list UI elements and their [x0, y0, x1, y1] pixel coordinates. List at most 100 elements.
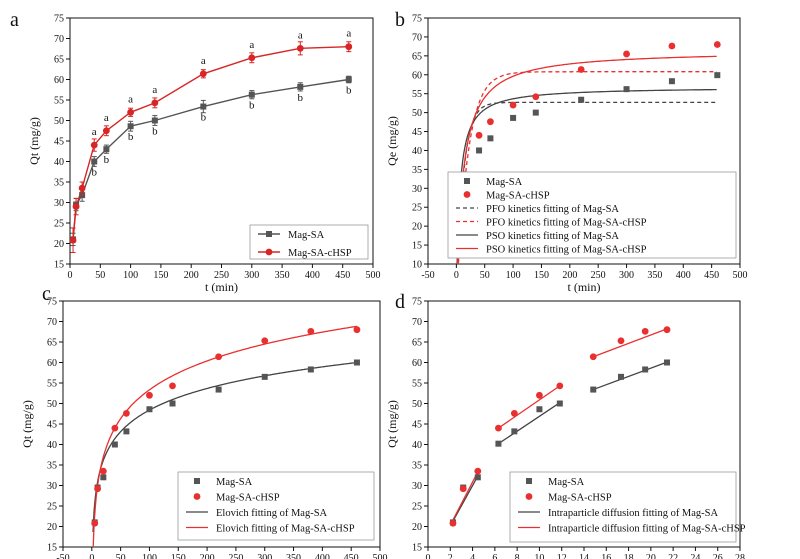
x-tick-label: 0: [89, 553, 94, 559]
y-axis-label: Qt (mg/g): [20, 400, 34, 448]
data-point-circle: [589, 353, 597, 361]
y-tick-label: 50: [54, 116, 64, 127]
data-point-circle: [713, 41, 721, 48]
fit-line-segment: [452, 475, 479, 522]
y-tick-label: 70: [54, 34, 64, 45]
x-tick-label: 150: [171, 553, 186, 559]
panel-letter: a: [10, 9, 19, 31]
data-point-circle: [509, 101, 517, 109]
x-tick-label: 18: [624, 553, 634, 559]
fit-line-segment: [452, 471, 479, 521]
y-tick-label: 65: [412, 338, 422, 349]
significance-label: b: [91, 167, 97, 179]
legend-label: PFO kinetics fitting of Mag-SA-cHSP: [486, 218, 647, 229]
data-point-square: [169, 400, 176, 407]
y-tick-label: 30: [47, 481, 57, 492]
x-tick-label: 500: [733, 270, 748, 281]
data-point-square: [261, 373, 268, 380]
legend: Mag-SA Mag-SA-cHSP: [249, 224, 369, 260]
legend-box: [177, 471, 375, 541]
plot-frame: [427, 17, 741, 265]
legend-label: Mag-SA: [216, 477, 253, 488]
x-axis-label: t (min): [568, 280, 601, 294]
data-point-circle: [215, 353, 223, 361]
significance-label: a: [249, 39, 254, 51]
significance-label: b: [152, 126, 158, 138]
fit-line-segment: [498, 402, 561, 445]
data-point-square: [200, 103, 207, 110]
x-tick-label: 6: [492, 553, 497, 559]
significance-label: a: [298, 29, 303, 41]
data-point-square: [578, 96, 585, 103]
legend-label: PSO kinetics fitting of Mag-SA: [486, 231, 619, 242]
x-tick-label: -50: [421, 270, 434, 281]
x-tick-label: 100: [506, 270, 521, 281]
x-tick-label: 50: [116, 553, 126, 559]
y-tick-label: 40: [412, 146, 422, 157]
y-tick-label: 65: [47, 338, 57, 349]
data-point-circle: [123, 409, 130, 417]
data-point-circle: [577, 66, 585, 73]
y-tick-label: 70: [412, 32, 422, 43]
data-point-square: [215, 386, 222, 393]
chart-panel-d: 0 2 4 6 8 10 12 14 16 18 20 22 24 26 28152025303540455…: [385, 291, 746, 559]
significance-label: a: [92, 126, 97, 138]
legend-label: PFO kinetics fitting of Mag-SA: [486, 204, 619, 215]
x-tick-label: 0: [426, 553, 431, 559]
data-point-circle: [617, 337, 625, 345]
y-tick-label: 15: [54, 260, 64, 271]
fit-line-segment: [498, 385, 561, 429]
data-point-square: [510, 114, 517, 121]
data-point-circle: [663, 326, 671, 334]
fit-curve: [456, 55, 717, 264]
data-point-square: [123, 428, 130, 435]
plot-area: [70, 41, 353, 254]
y-tick-label: 40: [54, 157, 64, 168]
fit-curve: [457, 101, 717, 264]
legend-label: Mag-SA-cHSP: [548, 493, 612, 504]
legend-label: Mag-SA-cHSP: [288, 248, 352, 259]
y-tick-label: 35: [47, 461, 57, 472]
data-point-circle: [495, 424, 502, 432]
significance-label: a: [346, 28, 351, 40]
x-tick-label: 24: [690, 553, 700, 559]
y-axis-label: Qt (mg/g): [385, 400, 399, 448]
x-tick-label: 28: [735, 553, 745, 559]
data-point-square: [487, 135, 494, 142]
data-point-square: [556, 400, 563, 407]
x-tick-label: 500: [366, 270, 381, 281]
y-tick-label: 50: [412, 108, 422, 119]
data-point-circle: [169, 382, 176, 390]
x-axis-label: t (min): [205, 280, 238, 294]
x-tick-label: 200: [200, 553, 215, 559]
x-tick-label: 2: [448, 553, 453, 559]
plot-area: [91, 325, 361, 547]
legend: Mag-SA Mag-SA-cHSP Intraparticle diffusion…: [509, 471, 746, 543]
y-tick-label: 65: [54, 55, 64, 66]
data-point-circle: [72, 203, 80, 211]
x-tick-label: 50: [480, 270, 490, 281]
panel-letter: b: [395, 9, 405, 31]
y-tick-label: 25: [412, 203, 422, 214]
data-point-square: [79, 192, 86, 199]
legend-label: Mag-SA: [486, 177, 523, 188]
data-point-circle: [556, 382, 564, 390]
y-tick-label: 55: [412, 89, 422, 100]
data-point-square: [590, 386, 597, 393]
significance-label: a: [128, 93, 133, 105]
x-tick-label: 300: [619, 270, 634, 281]
legend-key-circle: [265, 248, 273, 256]
x-tick-label: 450: [335, 270, 350, 281]
x-tick-label: 500: [373, 553, 388, 559]
legend-key-square: [194, 478, 200, 484]
data-point-circle: [459, 485, 467, 493]
y-tick-label: 20: [412, 522, 422, 533]
y-tick-label: 45: [412, 420, 422, 431]
legend-label: Mag-SA-cHSP: [216, 493, 280, 504]
panel-letter: d: [395, 291, 405, 313]
data-point-square: [536, 406, 543, 413]
y-tick-label: 70: [47, 317, 57, 328]
data-point-circle: [99, 467, 107, 475]
x-tick-label: 10: [534, 553, 544, 559]
